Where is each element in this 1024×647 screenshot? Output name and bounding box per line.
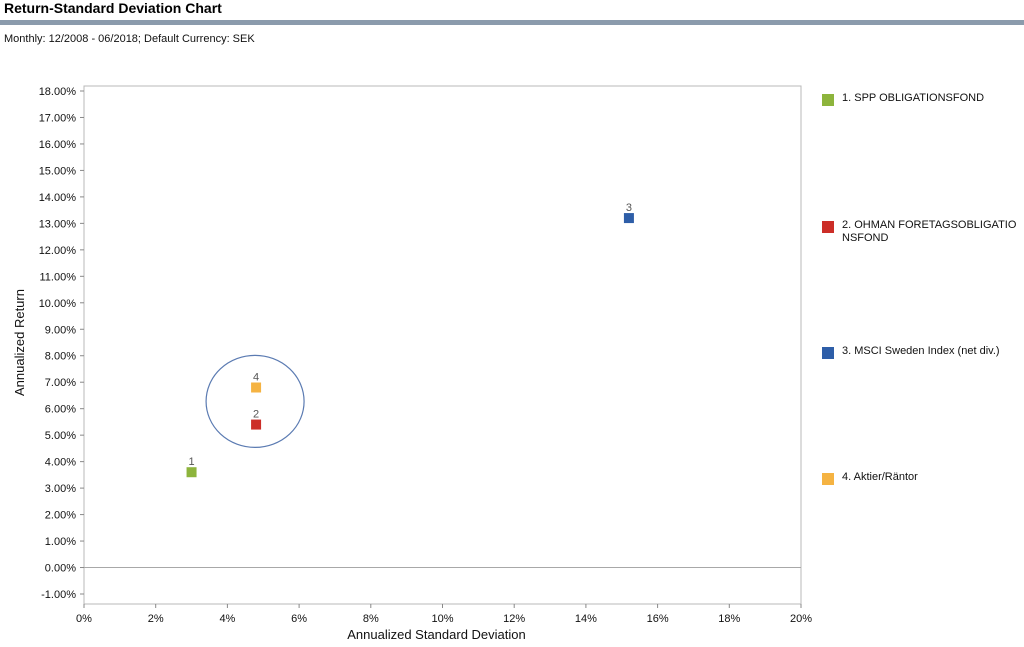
y-tick-label: 9.00%: [45, 324, 76, 336]
x-tick-label: 18%: [718, 613, 740, 625]
y-tick-label: 11.00%: [40, 271, 77, 283]
data-point-label-1: 1: [188, 456, 194, 468]
y-tick-label: 0.00%: [45, 563, 76, 575]
title-divider: [0, 20, 1024, 25]
legend-swatch: [822, 221, 834, 233]
highlight-circle: [205, 354, 305, 448]
legend-item-3: 3. MSCI Sweden Index (net div.): [822, 345, 1022, 359]
y-tick-label: 17.00%: [39, 112, 77, 124]
x-tick-label: 4%: [219, 613, 235, 625]
data-point-4: [251, 382, 262, 393]
data-point-label-3: 3: [626, 202, 632, 214]
chart-title: Return-Standard Deviation Chart: [4, 0, 222, 16]
plot-area: [83, 85, 802, 605]
x-tick-label: 12%: [503, 613, 525, 625]
legend-swatch: [822, 94, 834, 106]
x-tick-label: 20%: [790, 613, 812, 625]
y-tick-label: 13.00%: [39, 218, 77, 230]
y-axis-label: Annualized Return: [12, 289, 27, 396]
x-tick-label: 8%: [363, 613, 379, 625]
y-tick-label: 8.00%: [45, 351, 76, 363]
x-tick-label: 14%: [575, 613, 597, 625]
y-tick-label: 15.00%: [39, 165, 77, 177]
legend-item-2: 2. OHMAN FORETAGSOBLIGATIONSFOND: [822, 219, 1022, 245]
y-tick-label: 16.00%: [39, 139, 77, 151]
x-tick-label: 16%: [647, 613, 669, 625]
y-tick-label: 2.00%: [45, 510, 76, 522]
x-axis-label: Annualized Standard Deviation: [347, 627, 526, 642]
legend-item-4: 4. Aktier/Räntor: [822, 471, 1022, 485]
x-tick-label: 0%: [76, 613, 92, 625]
y-tick-label: 10.00%: [39, 298, 77, 310]
legend-item-1: 1. SPP OBLIGATIONSFOND: [822, 92, 1022, 106]
y-tick-label: 18.00%: [39, 86, 77, 98]
y-tick-label: 7.00%: [45, 377, 76, 389]
legend-label: 2. OHMAN FORETAGSOBLIGATIONSFOND: [842, 219, 1017, 244]
data-point-label-2: 2: [253, 409, 259, 421]
chart-legend: 1. SPP OBLIGATIONSFOND 2. OHMAN FORETAGSO…: [822, 0, 1022, 647]
legend-swatch: [822, 347, 834, 359]
scatter-chart: -1.00% 0.00% 1.00% 2.00% 3.00% 4.00% 5.00% 6.00…: [12, 85, 812, 642]
x-tick-label: 6%: [291, 613, 307, 625]
legend-swatch: [822, 473, 834, 485]
y-tick-label: 4.00%: [45, 457, 76, 469]
x-tick-label: 10%: [431, 613, 453, 625]
chart-subtitle: Monthly: 12/2008 - 06/2018; Default Curr…: [4, 33, 255, 45]
y-tick-label: 14.00%: [39, 192, 77, 204]
y-tick-label: -1.00%: [41, 589, 76, 601]
data-point-label-4: 4: [253, 372, 259, 384]
y-tick-label: 3.00%: [45, 483, 76, 495]
y-tick-label: 1.00%: [45, 536, 76, 548]
legend-label: 1. SPP OBLIGATIONSFOND: [842, 92, 985, 104]
x-tick-label: 2%: [148, 613, 164, 625]
y-tick-label: 6.00%: [45, 404, 76, 416]
legend-label: 4. Aktier/Räntor: [842, 471, 918, 483]
legend-label: 3. MSCI Sweden Index (net div.): [842, 345, 1000, 357]
y-tick-label: 5.00%: [45, 430, 76, 442]
data-point-3: [623, 213, 634, 224]
y-tick-label: 12.00%: [39, 245, 77, 257]
data-point-2: [251, 419, 262, 430]
data-point-1: [186, 467, 197, 478]
